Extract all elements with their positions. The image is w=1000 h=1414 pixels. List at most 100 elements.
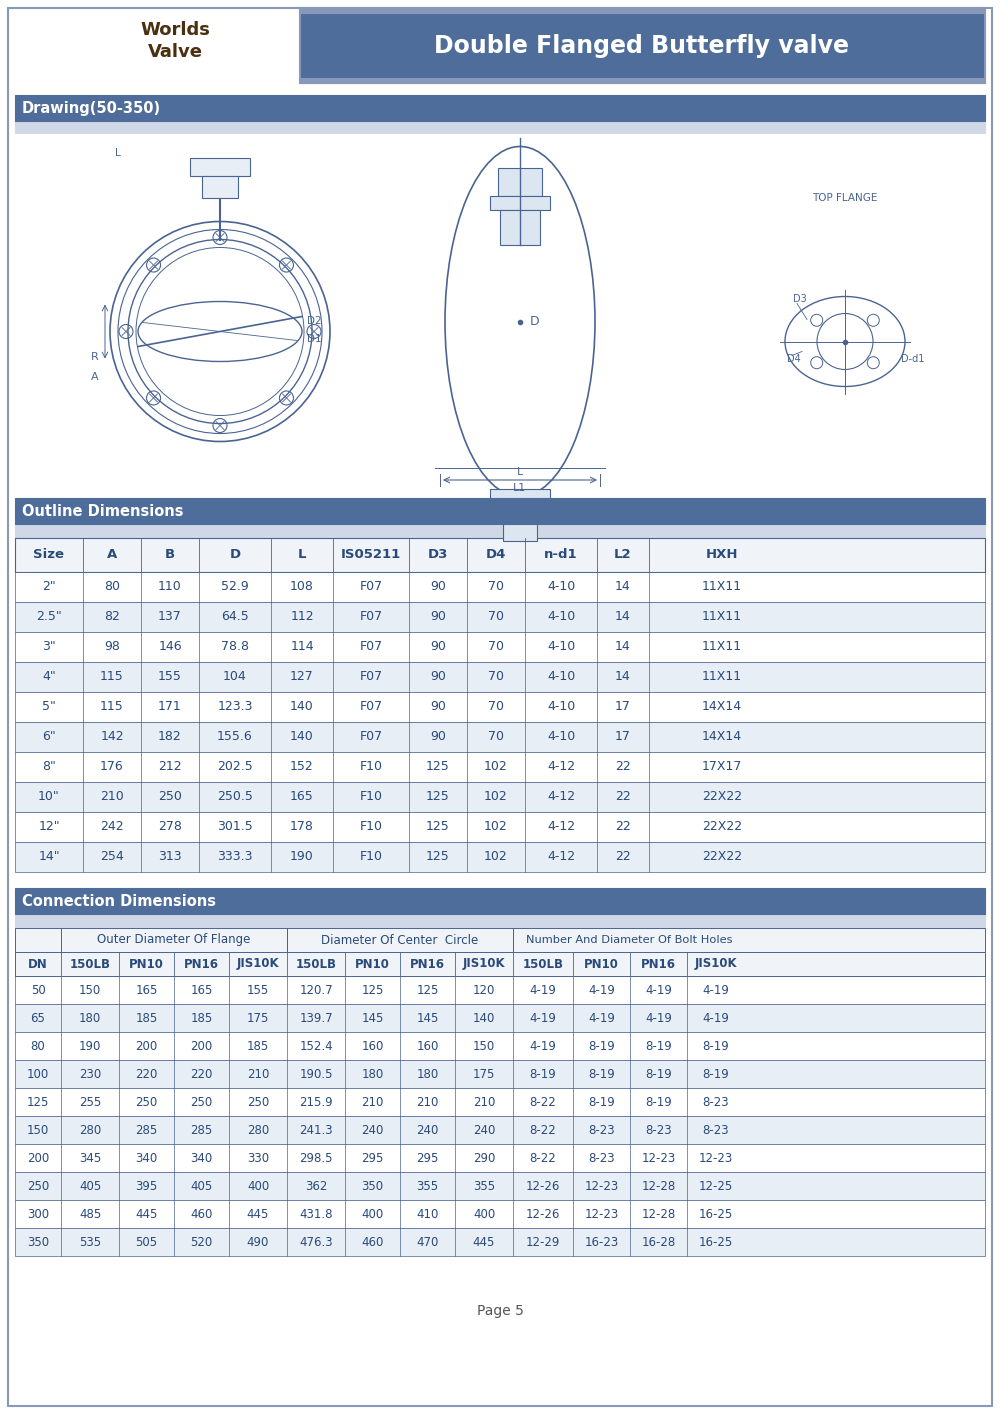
Text: 8-23: 8-23 bbox=[703, 1124, 729, 1137]
Text: 11X11: 11X11 bbox=[702, 641, 742, 653]
Text: 295: 295 bbox=[416, 1151, 439, 1165]
Text: PN10: PN10 bbox=[584, 957, 619, 970]
Text: 242: 242 bbox=[100, 820, 124, 833]
Text: 290: 290 bbox=[473, 1151, 495, 1165]
Text: 220: 220 bbox=[190, 1068, 213, 1080]
Text: 150: 150 bbox=[79, 984, 101, 997]
Text: F07: F07 bbox=[359, 700, 383, 714]
Text: 185: 185 bbox=[247, 1039, 269, 1052]
Text: 98: 98 bbox=[104, 641, 120, 653]
FancyBboxPatch shape bbox=[15, 1004, 985, 1032]
Text: 12-25: 12-25 bbox=[699, 1179, 733, 1192]
Text: Size: Size bbox=[34, 549, 64, 561]
Text: F10: F10 bbox=[360, 850, 382, 864]
Text: 16-25: 16-25 bbox=[699, 1208, 733, 1220]
Text: 190: 190 bbox=[290, 850, 314, 864]
Text: 17: 17 bbox=[615, 700, 631, 714]
Text: 200: 200 bbox=[190, 1039, 213, 1052]
Text: 210: 210 bbox=[100, 790, 124, 803]
FancyBboxPatch shape bbox=[15, 841, 985, 872]
Text: 12-23: 12-23 bbox=[699, 1151, 733, 1165]
Text: 160: 160 bbox=[361, 1039, 384, 1052]
Text: HXH: HXH bbox=[706, 549, 738, 561]
Text: 125: 125 bbox=[361, 984, 384, 997]
Text: 12-26: 12-26 bbox=[526, 1179, 560, 1192]
Text: D4: D4 bbox=[787, 355, 801, 365]
Text: 112: 112 bbox=[290, 611, 314, 624]
Text: 445: 445 bbox=[247, 1208, 269, 1220]
Text: 476.3: 476.3 bbox=[299, 1236, 333, 1249]
Text: PN16: PN16 bbox=[184, 957, 219, 970]
Text: 250: 250 bbox=[247, 1096, 269, 1109]
Text: 490: 490 bbox=[247, 1236, 269, 1249]
Text: 460: 460 bbox=[361, 1236, 384, 1249]
Text: 280: 280 bbox=[79, 1124, 101, 1137]
Text: 14: 14 bbox=[615, 670, 631, 683]
Text: 175: 175 bbox=[473, 1068, 495, 1080]
Text: 65: 65 bbox=[31, 1011, 45, 1025]
Text: 176: 176 bbox=[100, 761, 124, 773]
Text: 4-10: 4-10 bbox=[547, 581, 575, 594]
Text: 123.3: 123.3 bbox=[217, 700, 253, 714]
Text: 240: 240 bbox=[473, 1124, 495, 1137]
Text: 210: 210 bbox=[247, 1068, 269, 1080]
Text: 90: 90 bbox=[430, 581, 446, 594]
Text: 11X11: 11X11 bbox=[702, 670, 742, 683]
Text: PN10: PN10 bbox=[129, 957, 164, 970]
Text: 8": 8" bbox=[42, 761, 56, 773]
Text: 10": 10" bbox=[38, 790, 60, 803]
Text: 160: 160 bbox=[416, 1039, 439, 1052]
Text: 100: 100 bbox=[27, 1068, 49, 1080]
Text: 250: 250 bbox=[158, 790, 182, 803]
Text: 125: 125 bbox=[426, 790, 450, 803]
Text: 460: 460 bbox=[190, 1208, 213, 1220]
FancyBboxPatch shape bbox=[15, 888, 985, 913]
Text: F07: F07 bbox=[359, 611, 383, 624]
Text: 185: 185 bbox=[135, 1011, 158, 1025]
FancyBboxPatch shape bbox=[500, 211, 540, 245]
FancyBboxPatch shape bbox=[202, 175, 238, 198]
Text: F10: F10 bbox=[360, 820, 382, 833]
FancyBboxPatch shape bbox=[300, 78, 985, 83]
Text: 14: 14 bbox=[615, 641, 631, 653]
Text: 70: 70 bbox=[488, 700, 504, 714]
Text: 278: 278 bbox=[158, 820, 182, 833]
Text: F07: F07 bbox=[359, 731, 383, 744]
Text: F07: F07 bbox=[359, 641, 383, 653]
Text: 8-22: 8-22 bbox=[530, 1151, 556, 1165]
Text: 139.7: 139.7 bbox=[299, 1011, 333, 1025]
Text: TOP FLANGE: TOP FLANGE bbox=[812, 192, 878, 204]
Text: 210: 210 bbox=[473, 1096, 495, 1109]
Text: 150: 150 bbox=[473, 1039, 495, 1052]
Text: JIS10K: JIS10K bbox=[695, 957, 737, 970]
Text: 340: 340 bbox=[135, 1151, 158, 1165]
FancyBboxPatch shape bbox=[15, 752, 985, 782]
Text: 90: 90 bbox=[430, 700, 446, 714]
Text: 250: 250 bbox=[27, 1179, 49, 1192]
Text: 4-19: 4-19 bbox=[703, 984, 729, 997]
FancyBboxPatch shape bbox=[498, 502, 542, 520]
Text: 485: 485 bbox=[79, 1208, 101, 1220]
Text: 2.5": 2.5" bbox=[36, 611, 62, 624]
Text: 8-23: 8-23 bbox=[703, 1096, 729, 1109]
Text: 230: 230 bbox=[79, 1068, 101, 1080]
Text: 8-22: 8-22 bbox=[530, 1124, 556, 1137]
Text: 215.9: 215.9 bbox=[299, 1096, 333, 1109]
FancyBboxPatch shape bbox=[490, 197, 550, 211]
Text: 137: 137 bbox=[158, 611, 182, 624]
Text: 152.4: 152.4 bbox=[299, 1039, 333, 1052]
Text: 8-23: 8-23 bbox=[588, 1124, 615, 1137]
Text: 171: 171 bbox=[158, 700, 182, 714]
Text: 140: 140 bbox=[473, 1011, 495, 1025]
FancyBboxPatch shape bbox=[300, 8, 985, 13]
Text: 220: 220 bbox=[135, 1068, 158, 1080]
Text: 16-28: 16-28 bbox=[641, 1236, 676, 1249]
FancyBboxPatch shape bbox=[15, 632, 985, 662]
Text: 298.5: 298.5 bbox=[299, 1151, 333, 1165]
Text: 125: 125 bbox=[426, 820, 450, 833]
Text: 470: 470 bbox=[416, 1236, 439, 1249]
Text: 125: 125 bbox=[426, 850, 450, 864]
Text: 350: 350 bbox=[27, 1236, 49, 1249]
Text: 180: 180 bbox=[79, 1011, 101, 1025]
Text: 102: 102 bbox=[484, 850, 508, 864]
